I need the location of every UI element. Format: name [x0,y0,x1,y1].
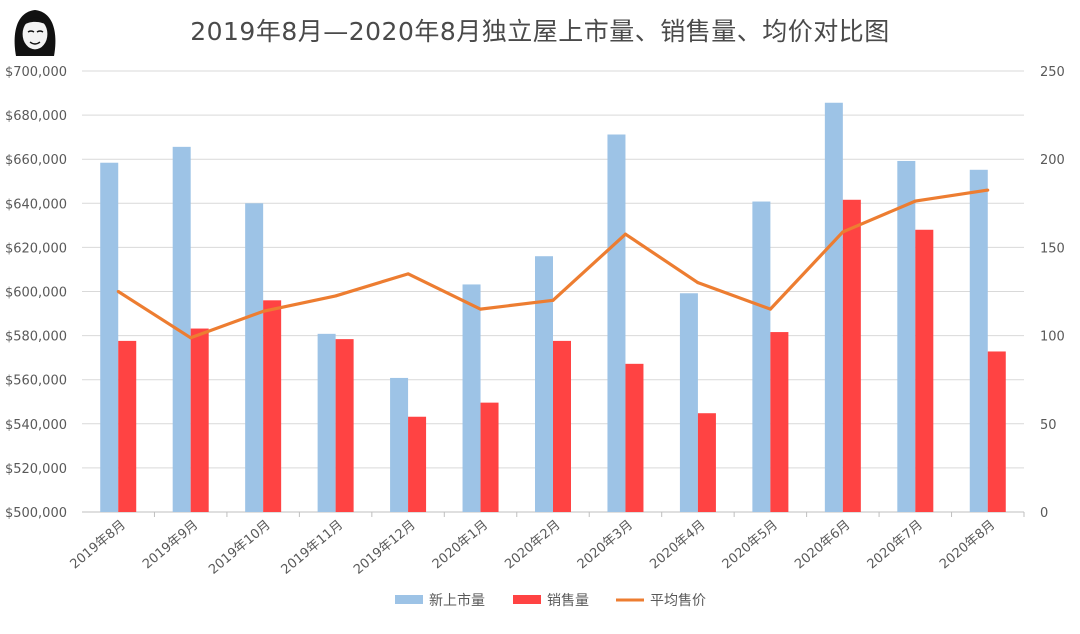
chart-title: 2019年8月—2020年8月独立屋上市量、销售量、均价对比图 [190,17,890,46]
x-tick-label: 2020年5月 [720,518,781,573]
bar-new-listings [824,102,843,512]
author-avatar-icon [14,10,56,56]
line-point-avg-price [696,281,700,285]
y-right-tick-label: 200 [1040,153,1065,168]
line-point-avg-price [768,307,772,311]
y-left-tick-label: $560,000 [5,374,67,389]
y-right-tick-label: 150 [1040,241,1065,256]
bar-sales [263,300,282,512]
bar-sales [408,416,427,512]
bar-new-listings [897,160,916,513]
bar-sales [915,229,934,512]
line-point-avg-price [261,309,265,313]
x-tick-label: 2020年4月 [647,518,708,573]
y-right-tick-label: 250 [1040,65,1065,80]
y-left-tick-label: $600,000 [5,286,67,301]
line-point-avg-price [841,230,845,234]
line-point-avg-price [116,290,120,293]
bar-sales [842,199,861,512]
legend-label: 销售量 [547,593,589,609]
bar-new-listings [462,284,481,512]
y-left-tick-label: $540,000 [5,418,67,433]
bar-new-listings [607,134,626,512]
line-point-avg-price [406,272,410,276]
line-point-avg-price [913,199,917,203]
x-tick-label: 2020年8月 [937,518,998,573]
y-left-tick-label: $520,000 [5,462,67,477]
bar-new-listings [969,169,988,512]
legend-swatch [395,595,423,604]
x-tick-label: 2019年9月 [140,518,201,573]
bar-new-listings [245,203,264,513]
x-tick-label: 2019年11月 [279,518,347,578]
legend-label: 平均售价 [650,593,706,609]
x-tick-label: 2019年8月 [68,518,129,573]
x-tick-label: 2020年6月 [792,518,853,573]
bar-new-listings [535,256,553,512]
y-left-tick-label: $660,000 [5,153,67,168]
y-left-tick-label: $700,000 [5,65,67,80]
bar-sales [190,328,209,512]
y-left-tick-label: $500,000 [5,506,67,521]
bar-sales [697,413,716,512]
bar-sales [118,340,137,512]
x-tick-label: 2019年12月 [351,518,419,578]
bar-new-listings [172,146,191,513]
bar-new-listings [317,333,336,512]
bar-sales [480,402,499,512]
bar-sales [625,363,644,512]
y-right-tick-label: 100 [1040,330,1065,345]
x-tick-label: 2020年1月 [430,518,491,573]
bar-sales [987,351,1006,512]
y-left-tick-label: $620,000 [5,241,67,256]
bar-new-listings [390,377,409,512]
bar-new-listings [752,201,771,512]
bar-sales [335,339,354,512]
legend-label: 新上市量 [429,592,485,609]
line-point-avg-price [334,294,338,298]
y-left-tick-label: $640,000 [5,197,67,212]
legend-swatch [513,595,541,604]
line-point-avg-price [623,232,627,236]
bar-new-listings [100,162,119,512]
line-point-avg-price [189,336,193,340]
x-tick-label: 2019年10月 [206,518,274,578]
y-right-tick-label: 0 [1040,506,1048,521]
y-left-tick-label: $680,000 [5,109,67,124]
line-point-avg-price [986,188,990,192]
bar-sales [553,340,571,512]
bar-new-listings [679,293,698,512]
x-tick-label: 2020年7月 [865,518,926,573]
bar-sales [770,332,789,512]
line-point-avg-price [551,298,555,302]
y-right-tick-label: 50 [1040,418,1057,433]
y-left-tick-label: $580,000 [5,330,67,345]
x-tick-label: 2020年3月 [575,518,636,573]
x-tick-label: 2020年2月 [502,518,563,573]
line-point-avg-price [479,307,483,311]
